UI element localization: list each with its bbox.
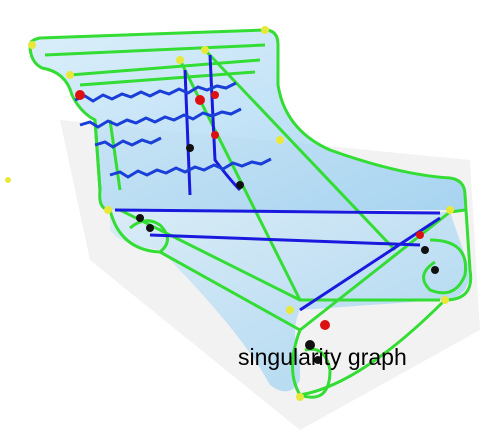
figure: singularity graph	[0, 0, 486, 437]
annotation: singularity graph	[238, 344, 407, 370]
